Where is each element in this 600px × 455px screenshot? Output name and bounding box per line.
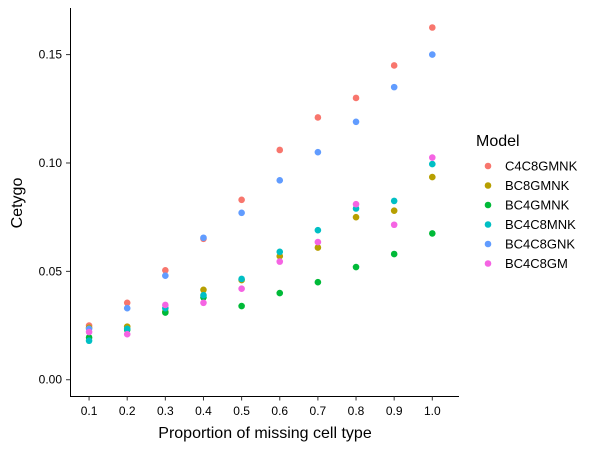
data-point <box>200 286 207 294</box>
data-point <box>390 221 398 229</box>
data-point <box>238 285 245 293</box>
data-point <box>429 154 436 161</box>
data-point <box>352 263 360 271</box>
data-point <box>390 207 398 214</box>
data-point <box>123 325 131 333</box>
legend-label: BC4C8MNK <box>505 217 576 232</box>
data-point <box>123 330 131 338</box>
y-axis-ticks: 0.00 0.05 0.10 0.15 <box>39 48 70 387</box>
data-point <box>200 291 207 299</box>
data-point <box>200 234 207 242</box>
data-point <box>276 248 284 256</box>
data-point <box>162 301 169 309</box>
x-tick-label: 1.0 <box>424 404 441 418</box>
data-point <box>123 304 131 312</box>
x-tick-label: 0.9 <box>386 404 403 418</box>
legend-label: BC8GMNK <box>505 178 570 193</box>
legend-label: BC4C8GNK <box>505 237 575 252</box>
data-point <box>314 114 322 121</box>
y-tick-label: 0.05 <box>39 264 63 278</box>
y-tick-label: 0.15 <box>39 48 63 62</box>
data-point <box>314 244 322 251</box>
x-tick-label: 0.7 <box>310 404 327 418</box>
axes <box>70 8 459 397</box>
legend-key <box>484 182 492 189</box>
legend-key <box>484 260 492 267</box>
data-point <box>276 146 284 154</box>
x-tick-label: 0.4 <box>195 404 212 418</box>
data-point <box>352 94 360 102</box>
legend-title: Model <box>476 133 520 150</box>
x-tick-label: 0.6 <box>271 404 288 418</box>
legend-label: C4C8GMNK <box>505 159 578 174</box>
legend-label: BC4C8GM <box>505 256 568 271</box>
legend-key <box>484 201 492 209</box>
legend: Model C4C8GMNK BC8GMNK BC4GMNK BC4C8MNK BC4C… <box>476 133 578 271</box>
data-point <box>314 278 322 286</box>
data-point <box>390 83 398 91</box>
data-point <box>352 118 360 126</box>
data-point <box>276 289 284 297</box>
data-point <box>352 200 360 208</box>
data-point <box>429 160 436 168</box>
data-point <box>238 196 245 204</box>
data-point <box>352 213 360 221</box>
y-axis-title: Cetygo <box>9 178 26 229</box>
legend-label: BC4GMNK <box>505 198 570 213</box>
x-tick-label: 0.3 <box>157 404 174 418</box>
data-point <box>200 299 207 307</box>
data-point <box>429 173 436 181</box>
legend-key <box>484 221 492 228</box>
data-point <box>162 266 169 274</box>
data-point <box>123 299 131 307</box>
legend-key <box>484 240 492 248</box>
data-point <box>314 226 322 234</box>
x-tick-label: 0.1 <box>81 404 98 418</box>
y-tick-label: 0.00 <box>39 373 63 387</box>
data-point <box>276 258 284 265</box>
x-tick-label: 0.5 <box>233 404 250 418</box>
data-point <box>429 51 436 58</box>
data-point <box>162 272 169 280</box>
data-point <box>85 337 93 345</box>
data-point <box>314 148 322 156</box>
data-point <box>238 302 245 310</box>
data-point <box>390 62 398 69</box>
data-points <box>85 24 436 345</box>
data-point <box>238 209 245 217</box>
data-point <box>238 275 245 283</box>
x-tick-label: 0.2 <box>119 404 136 418</box>
data-point <box>276 177 284 184</box>
data-point <box>390 250 398 258</box>
y-tick-label: 0.10 <box>39 156 63 170</box>
legend-key <box>484 162 492 170</box>
x-axis-title: Proportion of missing cell type <box>158 425 372 442</box>
data-point <box>429 24 436 31</box>
data-point <box>390 197 398 205</box>
x-axis-ticks: 0.1 0.2 0.3 0.4 0.5 0.6 0.7 0.8 0.9 1.0 <box>81 396 441 418</box>
data-point <box>314 238 322 246</box>
data-point <box>429 230 436 237</box>
x-tick-label: 0.8 <box>348 404 365 418</box>
data-point <box>85 328 93 336</box>
